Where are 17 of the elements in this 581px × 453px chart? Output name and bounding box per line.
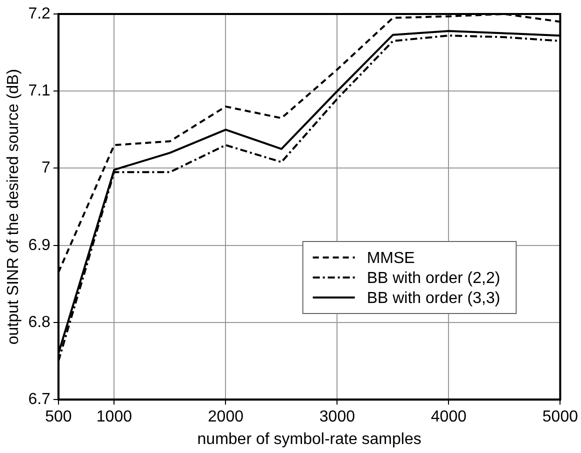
y-axis-title: output SINR of the desired source (dB) [5,68,22,345]
legend-label: MMSE [366,250,415,267]
x-tick-label: 2000 [208,408,244,426]
x-axis-title: number of symbol-rate samples [197,430,422,448]
x-tick-label: 500 [45,408,72,426]
y-tick-label: 7.1 [28,82,51,100]
y-tick-label: 7 [42,160,51,177]
x-tick-label: 4000 [430,408,467,426]
y-tick-label: 7.2 [28,5,51,22]
x-tick-label: 5000 [542,408,578,426]
y-tick-label: 6.7 [28,391,51,408]
y-tick-label: 6.8 [28,314,51,331]
legend-label: BB with order (2,2) [366,270,500,287]
y-tick-label: 6.9 [28,236,51,254]
legend-label: BB with order (3,3) [366,290,500,307]
x-tick-label: 3000 [319,408,356,426]
x-tick-label: 1000 [96,408,132,426]
